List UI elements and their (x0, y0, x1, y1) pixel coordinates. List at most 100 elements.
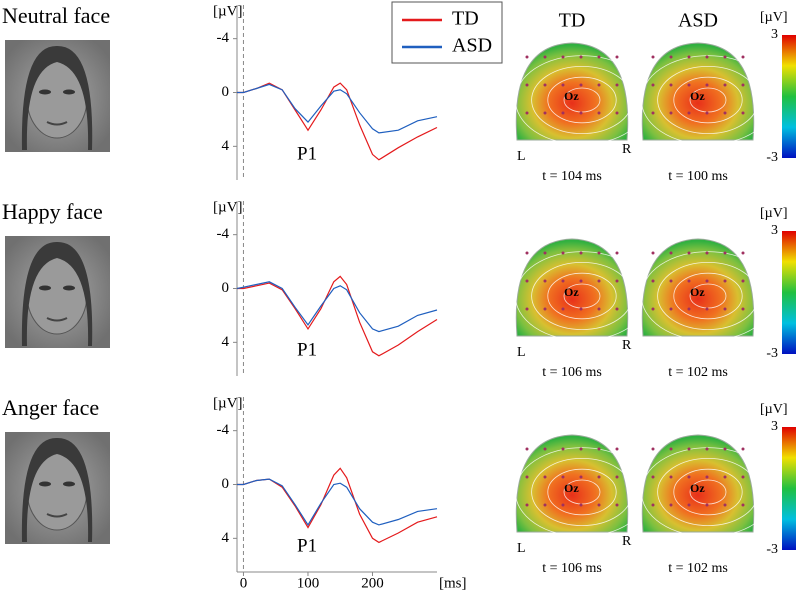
electrode (705, 503, 709, 507)
electrode (615, 503, 619, 507)
colorbar-tick-label: -3 (766, 150, 778, 165)
topomap (641, 42, 755, 141)
electrode (705, 307, 709, 311)
x-tick-label: 200 (361, 575, 384, 591)
electrode (597, 55, 601, 59)
y-tick-label: 0 (222, 280, 230, 296)
face-label: Anger face (2, 395, 99, 420)
electrode (615, 111, 619, 115)
time-label: t = 106 ms (542, 365, 602, 380)
electrode (651, 83, 655, 87)
erp-line (237, 275, 438, 357)
electrode (705, 475, 709, 479)
electrode (723, 251, 727, 255)
electrode (543, 55, 547, 59)
electrode (615, 307, 619, 311)
electrode (723, 475, 727, 479)
left-label: L (517, 541, 526, 556)
topomap (641, 238, 755, 337)
electrode (579, 111, 583, 115)
time-label: t = 106 ms (542, 561, 602, 576)
legend-label: ASD (452, 35, 492, 57)
y-tick-label: 4 (222, 334, 230, 350)
electrode (525, 307, 529, 311)
mouth (46, 121, 68, 126)
face-label: Happy face (2, 199, 103, 224)
electrode (597, 503, 601, 507)
electrode (525, 83, 529, 87)
electrode (561, 251, 565, 255)
electrode (669, 83, 673, 87)
contour (641, 447, 776, 537)
colorbar-label: [µV] (760, 402, 788, 417)
y-tick-label: -4 (217, 226, 230, 242)
electrode (525, 111, 529, 115)
electrode (723, 503, 727, 507)
electrode (669, 111, 673, 115)
electrode (687, 83, 691, 87)
electrode (597, 279, 601, 283)
y-tick-label: 4 (222, 530, 230, 546)
electrode (723, 307, 727, 311)
electrode (561, 83, 565, 87)
electrode (705, 111, 709, 115)
eye (63, 481, 75, 487)
colorbar-tick-label: 3 (771, 27, 778, 42)
eye (39, 481, 51, 487)
electrode (543, 475, 547, 479)
face-label: Neutral face (2, 3, 110, 28)
x-axis-label: [ms] (439, 575, 467, 591)
face-photo (5, 40, 110, 152)
contour (641, 251, 776, 341)
legend-label: TD (452, 8, 479, 30)
electrode (543, 503, 547, 507)
electrode (741, 55, 745, 59)
electrode (543, 279, 547, 283)
contour (657, 457, 759, 526)
face-photo (5, 236, 110, 348)
topomap (515, 434, 629, 533)
hair (21, 437, 93, 542)
electrode (615, 447, 619, 451)
hair (21, 241, 93, 346)
mouth (46, 513, 68, 518)
peak-annotation: P1 (297, 535, 317, 556)
electrode (723, 55, 727, 59)
eye (39, 285, 51, 291)
face-photo (5, 432, 110, 544)
time-label: t = 104 ms (542, 169, 602, 184)
mouth (46, 317, 68, 322)
contour (673, 468, 743, 516)
electrode (741, 111, 745, 115)
electrode (615, 475, 619, 479)
electrode (705, 251, 709, 255)
electrode (669, 279, 673, 283)
electrode-label: Oz (564, 481, 579, 495)
contour (657, 261, 759, 330)
electrode (741, 83, 745, 87)
colorbar-tick-label: 3 (771, 419, 778, 434)
electrode (651, 251, 655, 255)
right-label: R (622, 142, 632, 157)
electrode-label: Oz (564, 285, 579, 299)
hair (21, 45, 93, 150)
y-tick-label: 0 (222, 476, 230, 492)
electrode (579, 251, 583, 255)
electrode (579, 279, 583, 283)
electrode-label: Oz (690, 89, 705, 103)
electrode (561, 279, 565, 283)
electrode (597, 447, 601, 451)
electrode (651, 503, 655, 507)
electrode (669, 251, 673, 255)
eye (39, 89, 51, 95)
electrode (741, 251, 745, 255)
electrode (597, 307, 601, 311)
electrode (561, 447, 565, 451)
electrode (561, 503, 565, 507)
electrode (705, 83, 709, 87)
colorbar (782, 231, 796, 354)
electrode (543, 447, 547, 451)
electrode (615, 83, 619, 87)
electrode (615, 279, 619, 283)
